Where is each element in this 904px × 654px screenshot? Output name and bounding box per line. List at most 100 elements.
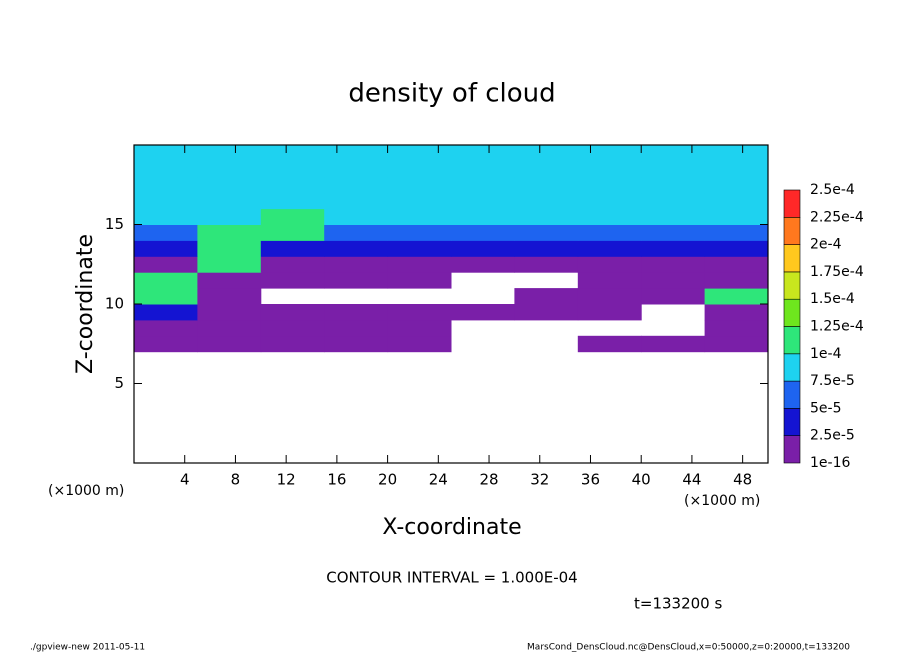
heat-cell	[197, 208, 262, 225]
heat-cell	[134, 176, 198, 194]
heat-cell	[260, 319, 325, 337]
x-tick-label: 8	[231, 471, 241, 489]
heat-cell	[260, 160, 325, 178]
heat-cell	[260, 272, 325, 289]
heat-cell	[134, 319, 198, 337]
heat-cell	[641, 256, 706, 273]
x-tick-label: 12	[277, 471, 296, 489]
colorbar-label: 1.5e-4	[810, 291, 855, 307]
heat-cell	[704, 176, 769, 194]
heat-cell	[514, 192, 579, 210]
x-axis-label: X-coordinate	[382, 515, 521, 540]
heat-cell	[324, 145, 389, 162]
heat-cell	[387, 192, 452, 210]
x-tick-label: 20	[378, 471, 397, 489]
colorbar-box	[783, 326, 801, 355]
heat-cell	[451, 160, 515, 178]
x-tick-label: 44	[682, 471, 701, 489]
heat-cell	[704, 192, 769, 210]
heat-cell	[324, 319, 389, 337]
footer-left: ./gpview-new 2011-05-11	[30, 643, 145, 653]
heat-cell	[134, 224, 198, 241]
colorbar-label: 2.5e-4	[810, 182, 855, 198]
heat-cell	[134, 208, 198, 225]
colorbar-label: 1e-4	[810, 346, 842, 362]
x-tick-label: 36	[581, 471, 600, 489]
heat-cell	[260, 176, 325, 194]
colorbar-label: 2e-4	[810, 237, 842, 253]
heat-cell	[577, 304, 642, 321]
heat-cell	[577, 176, 642, 194]
heat-cell	[134, 272, 198, 289]
heat-cell	[197, 176, 262, 194]
heat-cell	[704, 319, 769, 337]
y-unit: (×1000 m)	[48, 483, 124, 499]
heat-cell	[324, 192, 389, 210]
x-tick-label: 32	[530, 471, 549, 489]
colorbar-label: 2.5e-5	[810, 428, 855, 444]
colorbar-label: 1e-16	[810, 455, 850, 471]
heat-cell	[704, 304, 769, 321]
heat-cell	[451, 304, 515, 321]
colorbar-box	[783, 380, 801, 409]
heat-cell	[387, 335, 452, 353]
heat-cell	[451, 176, 515, 194]
heat-cell	[641, 224, 706, 241]
heat-cell	[451, 240, 515, 257]
heat-cell	[324, 224, 389, 241]
x-tick-label: 48	[733, 471, 752, 489]
heat-cell	[260, 240, 325, 257]
heat-cell	[577, 335, 642, 353]
heat-cell	[324, 176, 389, 194]
heat-cell	[197, 335, 262, 353]
heat-cell	[641, 335, 706, 353]
heat-cell	[514, 240, 579, 257]
heat-cell	[641, 145, 706, 162]
colorbar-label: 1.25e-4	[810, 319, 864, 335]
x-unit: (×1000 m)	[684, 493, 760, 509]
heat-cell	[704, 160, 769, 178]
heat-cell	[704, 208, 769, 225]
heat-cell	[134, 288, 198, 305]
heat-cell	[641, 192, 706, 210]
heat-cell	[324, 160, 389, 178]
heat-cell	[197, 288, 262, 305]
x-tick-label: 40	[632, 471, 651, 489]
heat-cell	[514, 176, 579, 194]
heat-cell	[451, 256, 515, 273]
heat-cell	[577, 208, 642, 225]
heat-cell	[577, 160, 642, 178]
heat-cell	[134, 192, 198, 210]
heat-cell	[641, 160, 706, 178]
heat-cell	[260, 304, 325, 321]
heat-cell	[451, 192, 515, 210]
heat-cell	[577, 272, 642, 289]
colorbar-box	[783, 298, 801, 327]
colorbar-label: 2.25e-4	[810, 209, 864, 225]
heat-cell	[451, 145, 515, 162]
heat-cell	[387, 208, 452, 225]
x-tick-label: 28	[479, 471, 498, 489]
colorbar-box	[783, 271, 801, 300]
heat-cell	[260, 208, 325, 225]
heat-cell	[451, 208, 515, 225]
heat-cell	[197, 160, 262, 178]
heat-cell	[260, 335, 325, 353]
colorbar-box	[783, 244, 801, 273]
heat-cell	[387, 145, 452, 162]
colorbar-label: 5e-5	[810, 400, 841, 416]
colorbar-box	[783, 353, 801, 382]
heat-cell	[387, 176, 452, 194]
x-tick-label: 24	[429, 471, 448, 489]
heat-cell	[197, 145, 262, 162]
heat-cell	[514, 304, 579, 321]
heat-cell	[514, 256, 579, 273]
heat-cell	[514, 145, 579, 162]
heat-cell	[324, 335, 389, 353]
heat-cell	[324, 208, 389, 225]
heat-cell	[514, 224, 579, 241]
heat-cell	[577, 192, 642, 210]
heat-cell	[260, 256, 325, 273]
heat-cell	[577, 145, 642, 162]
heat-cell	[134, 145, 198, 162]
